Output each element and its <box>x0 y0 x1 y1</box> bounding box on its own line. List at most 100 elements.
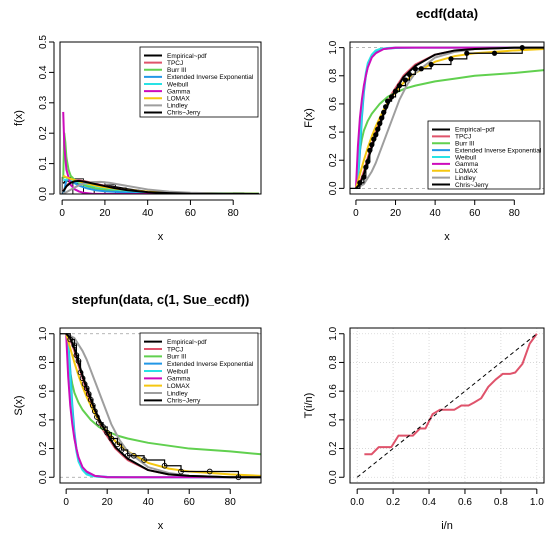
plot-frame <box>349 327 545 484</box>
y-axis-label: F(x) <box>303 108 315 128</box>
ecdf-point <box>491 50 498 56</box>
x-tick-label: 40 <box>143 497 155 508</box>
y-tick-label: 0.6 <box>328 97 339 111</box>
x-tick-label: 80 <box>225 497 237 508</box>
series-line-chris-jerry <box>62 179 259 194</box>
ecdf-point <box>412 66 418 72</box>
ecdf-point <box>369 142 375 148</box>
x-axis-label: x <box>158 520 164 532</box>
y-tick-label: 0.8 <box>328 355 339 369</box>
y-tick-label: 0.8 <box>38 355 49 369</box>
y-tick-label: 0.0 <box>328 470 339 484</box>
y-tick-label: 0.0 <box>38 470 49 484</box>
x-axis-label: i/n <box>441 520 453 532</box>
ecdf-point <box>428 61 434 68</box>
legend-entry: Gamma <box>455 161 479 168</box>
x-tick-label: 40 <box>430 208 442 219</box>
ecdf-point <box>367 147 373 153</box>
panel-cdf: 0 20 40 60 80 0.0 0.2 0.4 0.6 0.8 1.0 x F(x) ecdf(dat… <box>303 6 545 243</box>
x-axis-label: x <box>444 231 450 243</box>
y-tick-label: 0.5 <box>38 35 49 49</box>
y-tick-label: 0.3 <box>38 95 49 109</box>
legend-entry: Empirical~pdf <box>455 127 495 134</box>
ecdf-point <box>75 358 82 364</box>
ecdf-point <box>71 342 78 349</box>
ecdf-point <box>235 474 242 481</box>
ecdf-point <box>377 121 383 127</box>
x-tick-label: 60 <box>184 497 196 508</box>
ecdf-point <box>161 462 168 469</box>
ecdf-point <box>365 159 371 165</box>
x-tick-label: 0.2 <box>386 497 400 508</box>
y-axis-label: S(x) <box>13 395 25 415</box>
series-line-gamma <box>65 333 261 479</box>
ecdf-point <box>178 468 184 475</box>
y-tick-label: 0.0 <box>38 187 49 201</box>
x-tick-label: 0 <box>59 208 65 219</box>
y-tick-label: 0.4 <box>38 412 49 426</box>
plot-area-ttt <box>350 328 544 483</box>
panel-survival: 0 20 40 60 80 0.0 0.2 0.4 0.6 0.8 1.0 x S(x) stepfun(… <box>13 292 262 532</box>
series-line-lindley <box>62 180 259 194</box>
ecdf-point <box>392 88 399 94</box>
y-tick-label: 0.2 <box>38 126 49 140</box>
legend-entry: LOMAX <box>167 96 190 103</box>
ecdf-point <box>94 414 100 420</box>
panel-pdf: 0 20 40 60 80 0.0 0.1 0.2 0.3 0.4 0.5 x f(x) Empirica… <box>13 35 262 243</box>
legend-entry: Weibull <box>167 368 189 375</box>
legend-entry: Lindley <box>455 175 476 182</box>
ecdf-point <box>108 435 115 442</box>
y-axis-label: f(x) <box>13 110 25 126</box>
y-tick-label: 0.6 <box>38 384 49 398</box>
legend-entry: Burr III <box>455 141 475 148</box>
x-axis-label: x <box>158 231 164 243</box>
ecdf-point <box>363 164 369 170</box>
plot-area-survival <box>60 332 261 481</box>
legend-entry: Chris~Jerry <box>167 398 201 405</box>
legend-entry: Empirical~pdf <box>167 53 207 60</box>
ecdf-point <box>388 94 395 100</box>
y-tick-label: 0.4 <box>38 65 49 79</box>
x-tick-label: 0 <box>63 497 69 508</box>
legend-entry: Lindley <box>167 390 188 397</box>
ecdf-point <box>373 132 379 138</box>
ecdf-point <box>418 66 424 72</box>
ecdf-point <box>379 115 385 121</box>
x-tick-label: 0.0 <box>350 497 364 508</box>
y-tick-label: 0.4 <box>328 412 339 426</box>
ecdf-point <box>96 419 102 426</box>
y-axis-label: T(i/n) <box>303 393 315 419</box>
y-tick-label: 0.0 <box>328 181 339 195</box>
legend-entry: Burr III <box>167 354 187 361</box>
legend-entry: Extended Inverse Exponential <box>167 74 254 81</box>
x-tick-label: 0 <box>353 208 359 219</box>
x-tick-label: 0.4 <box>422 497 436 508</box>
ecdf-point <box>141 457 147 463</box>
ecdf-point <box>381 109 387 115</box>
chart-title: stepfun(data, c(1, Sue_ecdf)) <box>72 292 250 307</box>
legend-entry: Weibull <box>455 154 477 161</box>
x-tick-label: 40 <box>142 208 154 219</box>
legend-box <box>139 332 259 406</box>
y-tick-label: 1.0 <box>328 40 339 54</box>
series-line-diagonal <box>356 333 538 478</box>
ecdf-point <box>357 180 363 186</box>
ecdf-point <box>361 174 367 180</box>
ecdf-point <box>124 452 131 459</box>
x-tick-label: 0.8 <box>494 497 508 508</box>
legend-entry: Gamma <box>167 376 191 383</box>
y-tick-label: 0.4 <box>328 125 339 139</box>
ecdf-point <box>375 126 381 132</box>
legend-entry: LOMAX <box>167 383 190 390</box>
series-line-ttt-curve <box>364 333 538 456</box>
y-tick-label: 1.0 <box>328 326 339 340</box>
y-tick-label: 0.6 <box>328 384 339 398</box>
ecdf-point <box>519 45 525 51</box>
ecdf-point <box>396 83 403 89</box>
ecdf-point <box>448 56 454 62</box>
ecdf-point <box>118 447 125 453</box>
legend-entry: Chris~Jerry <box>167 110 201 117</box>
ecdf-point <box>89 402 96 409</box>
ecdf-point <box>206 468 213 475</box>
